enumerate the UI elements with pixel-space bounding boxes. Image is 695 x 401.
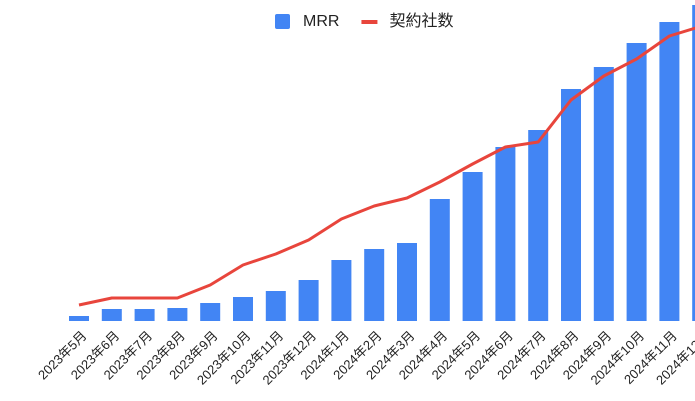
- bar: [659, 22, 680, 321]
- bar: [561, 89, 581, 321]
- bar: [429, 199, 450, 321]
- bar: [495, 147, 516, 321]
- bar: [134, 309, 155, 321]
- bar: [167, 308, 188, 321]
- bar: [528, 130, 549, 321]
- bar: [593, 67, 614, 321]
- bar: [331, 260, 352, 321]
- bar: [200, 303, 221, 321]
- bar: [233, 297, 253, 321]
- bar: [265, 291, 286, 321]
- bar: [692, 5, 695, 321]
- bar: [626, 43, 647, 321]
- bar: [397, 243, 417, 321]
- bar: [298, 280, 319, 321]
- bar: [101, 309, 122, 321]
- legend-label: MRR: [303, 13, 339, 30]
- bar: [364, 249, 385, 321]
- legend-swatch: [275, 14, 290, 29]
- line: [78, 26, 695, 307]
- bar: [69, 316, 89, 321]
- bar: [462, 172, 483, 321]
- legend-label: 契約社数: [389, 12, 453, 30]
